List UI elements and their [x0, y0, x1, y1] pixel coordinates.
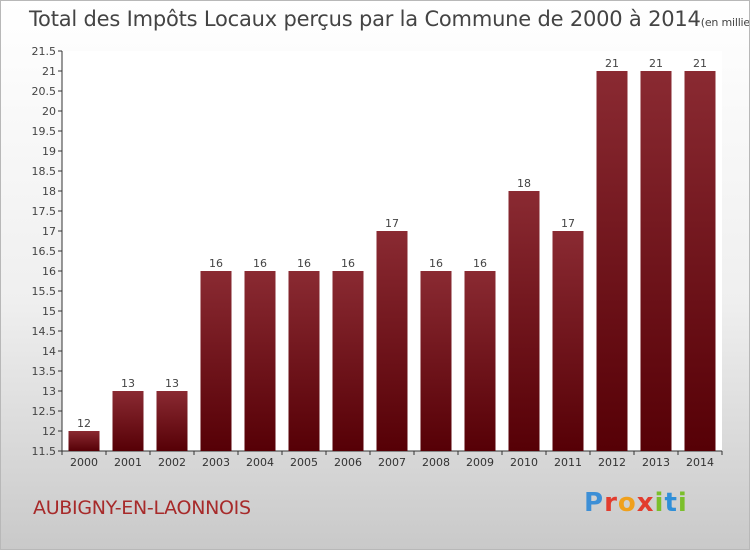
logo-letter: t [664, 488, 678, 518]
y-tick-label: 19 [42, 145, 56, 158]
data-label: 17 [561, 217, 575, 230]
x-tick-label: 2011 [554, 456, 582, 469]
y-tick-label: 11.5 [32, 445, 57, 458]
y-tick-label: 16.5 [32, 245, 57, 258]
x-axis: 2000 2001 2002 2003 2004 2005 2006 2007 2008 2009… [61, 450, 723, 469]
x-tick-label: 2002 [158, 456, 186, 469]
data-label: 13 [165, 377, 179, 390]
data-label: 13 [121, 377, 135, 390]
x-tick-label: 2010 [510, 456, 538, 469]
bar [552, 231, 584, 451]
data-label: 12 [77, 417, 91, 430]
x-tick-label: 2003 [202, 456, 230, 469]
bar [640, 71, 672, 451]
data-label: 16 [341, 257, 355, 270]
y-tick-label: 16 [42, 265, 56, 278]
chart-title-text: Total des Impôts Locaux perçus par la Co… [29, 7, 701, 31]
data-label: 16 [209, 257, 223, 270]
chart-unit-label: (en milliers d'€) [700, 16, 750, 29]
y-tick-label: 12.5 [32, 405, 57, 418]
y-tick-label: 13 [42, 385, 56, 398]
y-tick-label: 15 [42, 305, 56, 318]
bar [420, 271, 452, 451]
data-label: 18 [517, 177, 531, 190]
logo-letter: i [677, 488, 688, 518]
x-tick-label: 2013 [642, 456, 670, 469]
x-tick-label: 2005 [290, 456, 318, 469]
bar [244, 271, 276, 451]
bar [156, 391, 188, 451]
y-axis: 11.5 12 12.5 13 13.5 14 14.5 15 15.5 16 16.5 17 17.5… [32, 45, 63, 458]
y-tick-label: 21.5 [32, 45, 57, 58]
data-label: 17 [385, 217, 399, 230]
logo-letter: i [654, 488, 665, 518]
data-labels: 12 13 13 16 16 16 16 17 16 16 18 17 21 21 21 [77, 57, 707, 430]
bar [464, 271, 496, 451]
logo-letter: o [617, 488, 637, 518]
bar [200, 271, 232, 451]
bar [288, 271, 320, 451]
bar [508, 191, 540, 451]
y-tick-label: 20 [42, 105, 56, 118]
data-label: 21 [693, 57, 707, 70]
x-tick-label: 2012 [598, 456, 626, 469]
logo-letter: r [604, 488, 618, 518]
chart-title: Total des Impôts Locaux perçus par la Co… [29, 7, 750, 31]
bar [112, 391, 144, 451]
y-tick-label: 21 [42, 65, 56, 78]
y-tick-label: 20.5 [32, 85, 57, 98]
commune-name: AUBIGNY-EN-LAONNOIS [33, 497, 251, 519]
y-tick-label: 13.5 [32, 365, 57, 378]
y-tick-label: 17 [42, 225, 56, 238]
data-label: 16 [253, 257, 267, 270]
bar [68, 431, 100, 451]
y-tick-label: 14 [42, 345, 56, 358]
x-tick-label: 2014 [686, 456, 714, 469]
x-tick-label: 2006 [334, 456, 362, 469]
data-label: 21 [605, 57, 619, 70]
y-tick-label: 18.5 [32, 165, 57, 178]
proxiti-logo[interactable]: Proxiti [584, 488, 688, 518]
x-tick-label: 2008 [422, 456, 450, 469]
data-label: 16 [429, 257, 443, 270]
y-tick-label: 14.5 [32, 325, 57, 338]
y-tick-label: 19.5 [32, 125, 57, 138]
bars [68, 71, 716, 451]
data-label: 16 [473, 257, 487, 270]
data-label: 16 [297, 257, 311, 270]
y-tick-label: 18 [42, 185, 56, 198]
x-tick-label: 2000 [70, 456, 98, 469]
x-tick-label: 2001 [114, 456, 142, 469]
x-tick-label: 2009 [466, 456, 494, 469]
bar [684, 71, 716, 451]
y-tick-label: 12 [42, 425, 56, 438]
bar [376, 231, 408, 451]
x-tick-label: 2004 [246, 456, 274, 469]
y-tick-label: 17.5 [32, 205, 57, 218]
logo-letter: P [584, 488, 605, 518]
bar [596, 71, 628, 451]
y-tick-label: 15.5 [32, 285, 57, 298]
bar [332, 271, 364, 451]
data-label: 21 [649, 57, 663, 70]
x-tick-label: 2007 [378, 456, 406, 469]
logo-letter: x [636, 488, 655, 518]
